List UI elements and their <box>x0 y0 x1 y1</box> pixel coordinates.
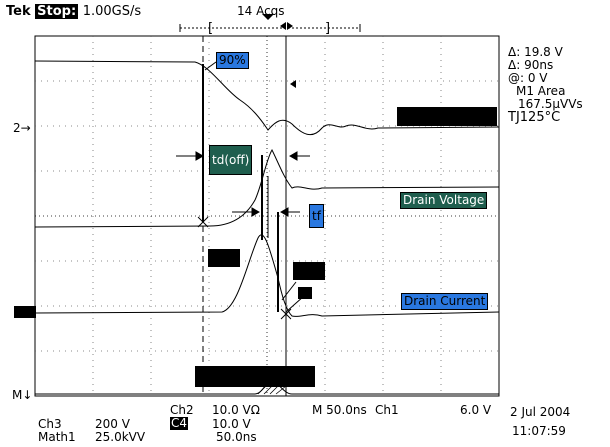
brand-text: Tek <box>6 4 31 19</box>
redacted-block <box>195 366 315 387</box>
ch4-label[interactable]: C4 <box>170 416 189 430</box>
redacted-block <box>293 262 325 280</box>
svg-text:]: ] <box>325 21 330 36</box>
redacted-block <box>298 287 312 299</box>
trigger-source: Ch1 <box>375 403 399 417</box>
junction-temp: TJ125°C <box>508 110 561 125</box>
ch4-scale: 10.0 V <box>212 417 251 431</box>
measurement-value: 167.5μVVs <box>518 97 583 111</box>
label-td-off: td(off) <box>209 145 253 175</box>
label-tf: tf <box>309 204 324 228</box>
graticule-grid <box>35 36 499 396</box>
math-ground-marker[interactable]: M↓ <box>12 388 33 402</box>
ch2-scale: 10.0 VΩ <box>212 403 260 417</box>
svg-text:[: [ <box>208 21 213 36</box>
drain-current-trace <box>34 234 500 317</box>
label-drain-voltage: Drain Voltage <box>400 192 488 209</box>
ch2-label[interactable]: Ch2 <box>170 403 194 417</box>
cursor-at-value: @: 0 V <box>508 71 548 85</box>
redacted-block <box>208 249 240 267</box>
math1-label[interactable]: Math1 <box>38 430 76 444</box>
math1-scale: 25.0kVV <box>95 430 146 444</box>
capture-date: 2 Jul 2004 <box>510 405 571 419</box>
math1-time: 50.0ns <box>216 430 257 444</box>
run-state-badge[interactable]: Stop: <box>35 4 79 19</box>
timing-arrows <box>176 61 310 313</box>
measurement-name: M1 Area <box>516 84 566 98</box>
cursor-markers <box>197 216 292 320</box>
label-90-percent: 90% <box>216 52 249 69</box>
trigger-level: 6.0 V <box>460 403 492 417</box>
timing-annotations <box>202 64 279 312</box>
delta-voltage: Δ: 19.8 V <box>508 45 563 59</box>
scope-brand: Tek Stop: 1.00GS/s <box>6 4 141 19</box>
graticule-center-axes <box>35 36 499 396</box>
capture-time: 11:07:59 <box>512 424 566 438</box>
timebase: M 50.0ns <box>312 403 367 417</box>
redacted-block <box>397 107 497 126</box>
ch4-ground-marker[interactable] <box>14 306 36 318</box>
ch2-ground-marker[interactable]: 2→ <box>13 121 31 135</box>
ch3-label[interactable]: Ch3 <box>38 417 62 431</box>
sample-rate: 1.00GS/s <box>82 4 142 19</box>
delta-time: Δ: 90ns <box>508 58 554 72</box>
drain-voltage-trace <box>34 148 500 228</box>
ch2-trace <box>34 60 500 136</box>
cursor-readout: Δ: 19.8 V Δ: 90ns @: 0 V M1 Area 167.5μV… <box>508 45 583 125</box>
label-drain-current: Drain Current <box>401 293 489 310</box>
record-window-indicator: [ ] <box>179 14 361 36</box>
trigger-position-arrow <box>290 80 296 88</box>
ch3-scale: 200 V <box>95 417 130 431</box>
